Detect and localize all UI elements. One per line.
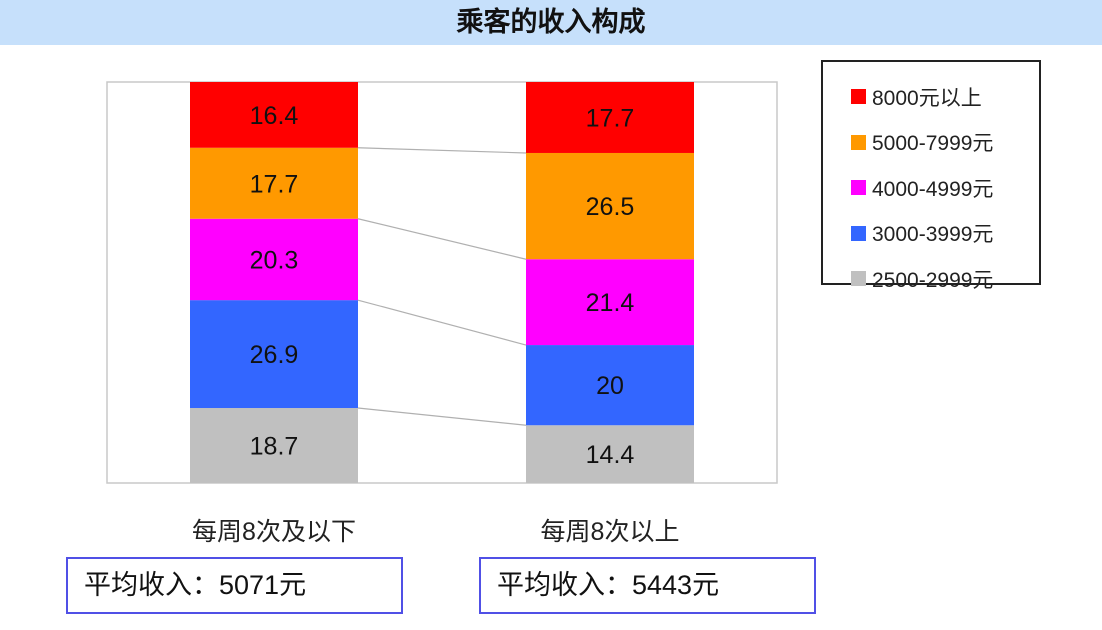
legend-swatch bbox=[851, 134, 866, 150]
legend-item: 4000-4999元 bbox=[823, 165, 1039, 211]
series-line bbox=[357, 147, 527, 154]
category-label: 每周8次及以下 bbox=[192, 518, 356, 546]
data-label: 17.7 bbox=[250, 170, 299, 198]
legend-swatch bbox=[851, 180, 866, 196]
bar-segment bbox=[190, 218, 358, 301]
data-label: 26.9 bbox=[250, 341, 299, 369]
data-label: 16.4 bbox=[250, 102, 299, 130]
series-line bbox=[357, 299, 527, 346]
bar-segment bbox=[526, 425, 694, 483]
legend-swatch bbox=[851, 89, 866, 105]
legend: 8000元以上 5000-7999元 4000-4999元 3000-3999元 250… bbox=[821, 60, 1041, 292]
bar-segment bbox=[190, 147, 358, 219]
legend-swatch bbox=[851, 225, 866, 241]
data-label: 18.7 bbox=[250, 433, 299, 461]
series-line bbox=[357, 218, 527, 260]
legend-label: 2500-2999元 bbox=[872, 268, 994, 292]
bar-segment bbox=[526, 152, 694, 260]
legend-label: 5000-7999元 bbox=[872, 132, 994, 156]
legend-item: 5000-7999元 bbox=[823, 120, 1039, 166]
bar-segment bbox=[526, 345, 694, 426]
bar-segment bbox=[526, 82, 694, 153]
bar-segment bbox=[190, 408, 358, 483]
bar-segment bbox=[190, 300, 358, 409]
bar-segment bbox=[526, 259, 694, 346]
data-label: 21.4 bbox=[586, 289, 635, 317]
legend-item: 2500-2999元 bbox=[823, 256, 1039, 302]
series-lines bbox=[357, 147, 527, 426]
legend-label: 4000-4999元 bbox=[872, 177, 994, 201]
bars: 18.7 26.9 20.3 17.7 16.4 14.4 20 21.4 26.5 17.7 bbox=[190, 82, 694, 483]
average-income-box: 平均收入：5071元 bbox=[66, 557, 403, 614]
legend-item: 8000元以上 bbox=[823, 74, 1039, 120]
bar-segment bbox=[190, 82, 358, 148]
legend-swatch bbox=[851, 271, 866, 287]
data-label: 17.7 bbox=[586, 104, 635, 132]
legend-item: 3000-3999元 bbox=[823, 211, 1039, 257]
series-line bbox=[357, 407, 527, 426]
data-label: 20 bbox=[596, 372, 624, 400]
legend-label: 8000元以上 bbox=[872, 86, 982, 110]
data-label: 14.4 bbox=[586, 441, 635, 469]
category-label: 每周8次以上 bbox=[540, 518, 680, 546]
data-label: 20.3 bbox=[250, 246, 299, 274]
average-income-box: 平均收入：5443元 bbox=[479, 557, 816, 614]
data-label: 26.5 bbox=[586, 193, 635, 221]
chart-title: 乘客的收入构成 bbox=[0, 0, 1102, 45]
legend-label: 3000-3999元 bbox=[872, 223, 994, 247]
